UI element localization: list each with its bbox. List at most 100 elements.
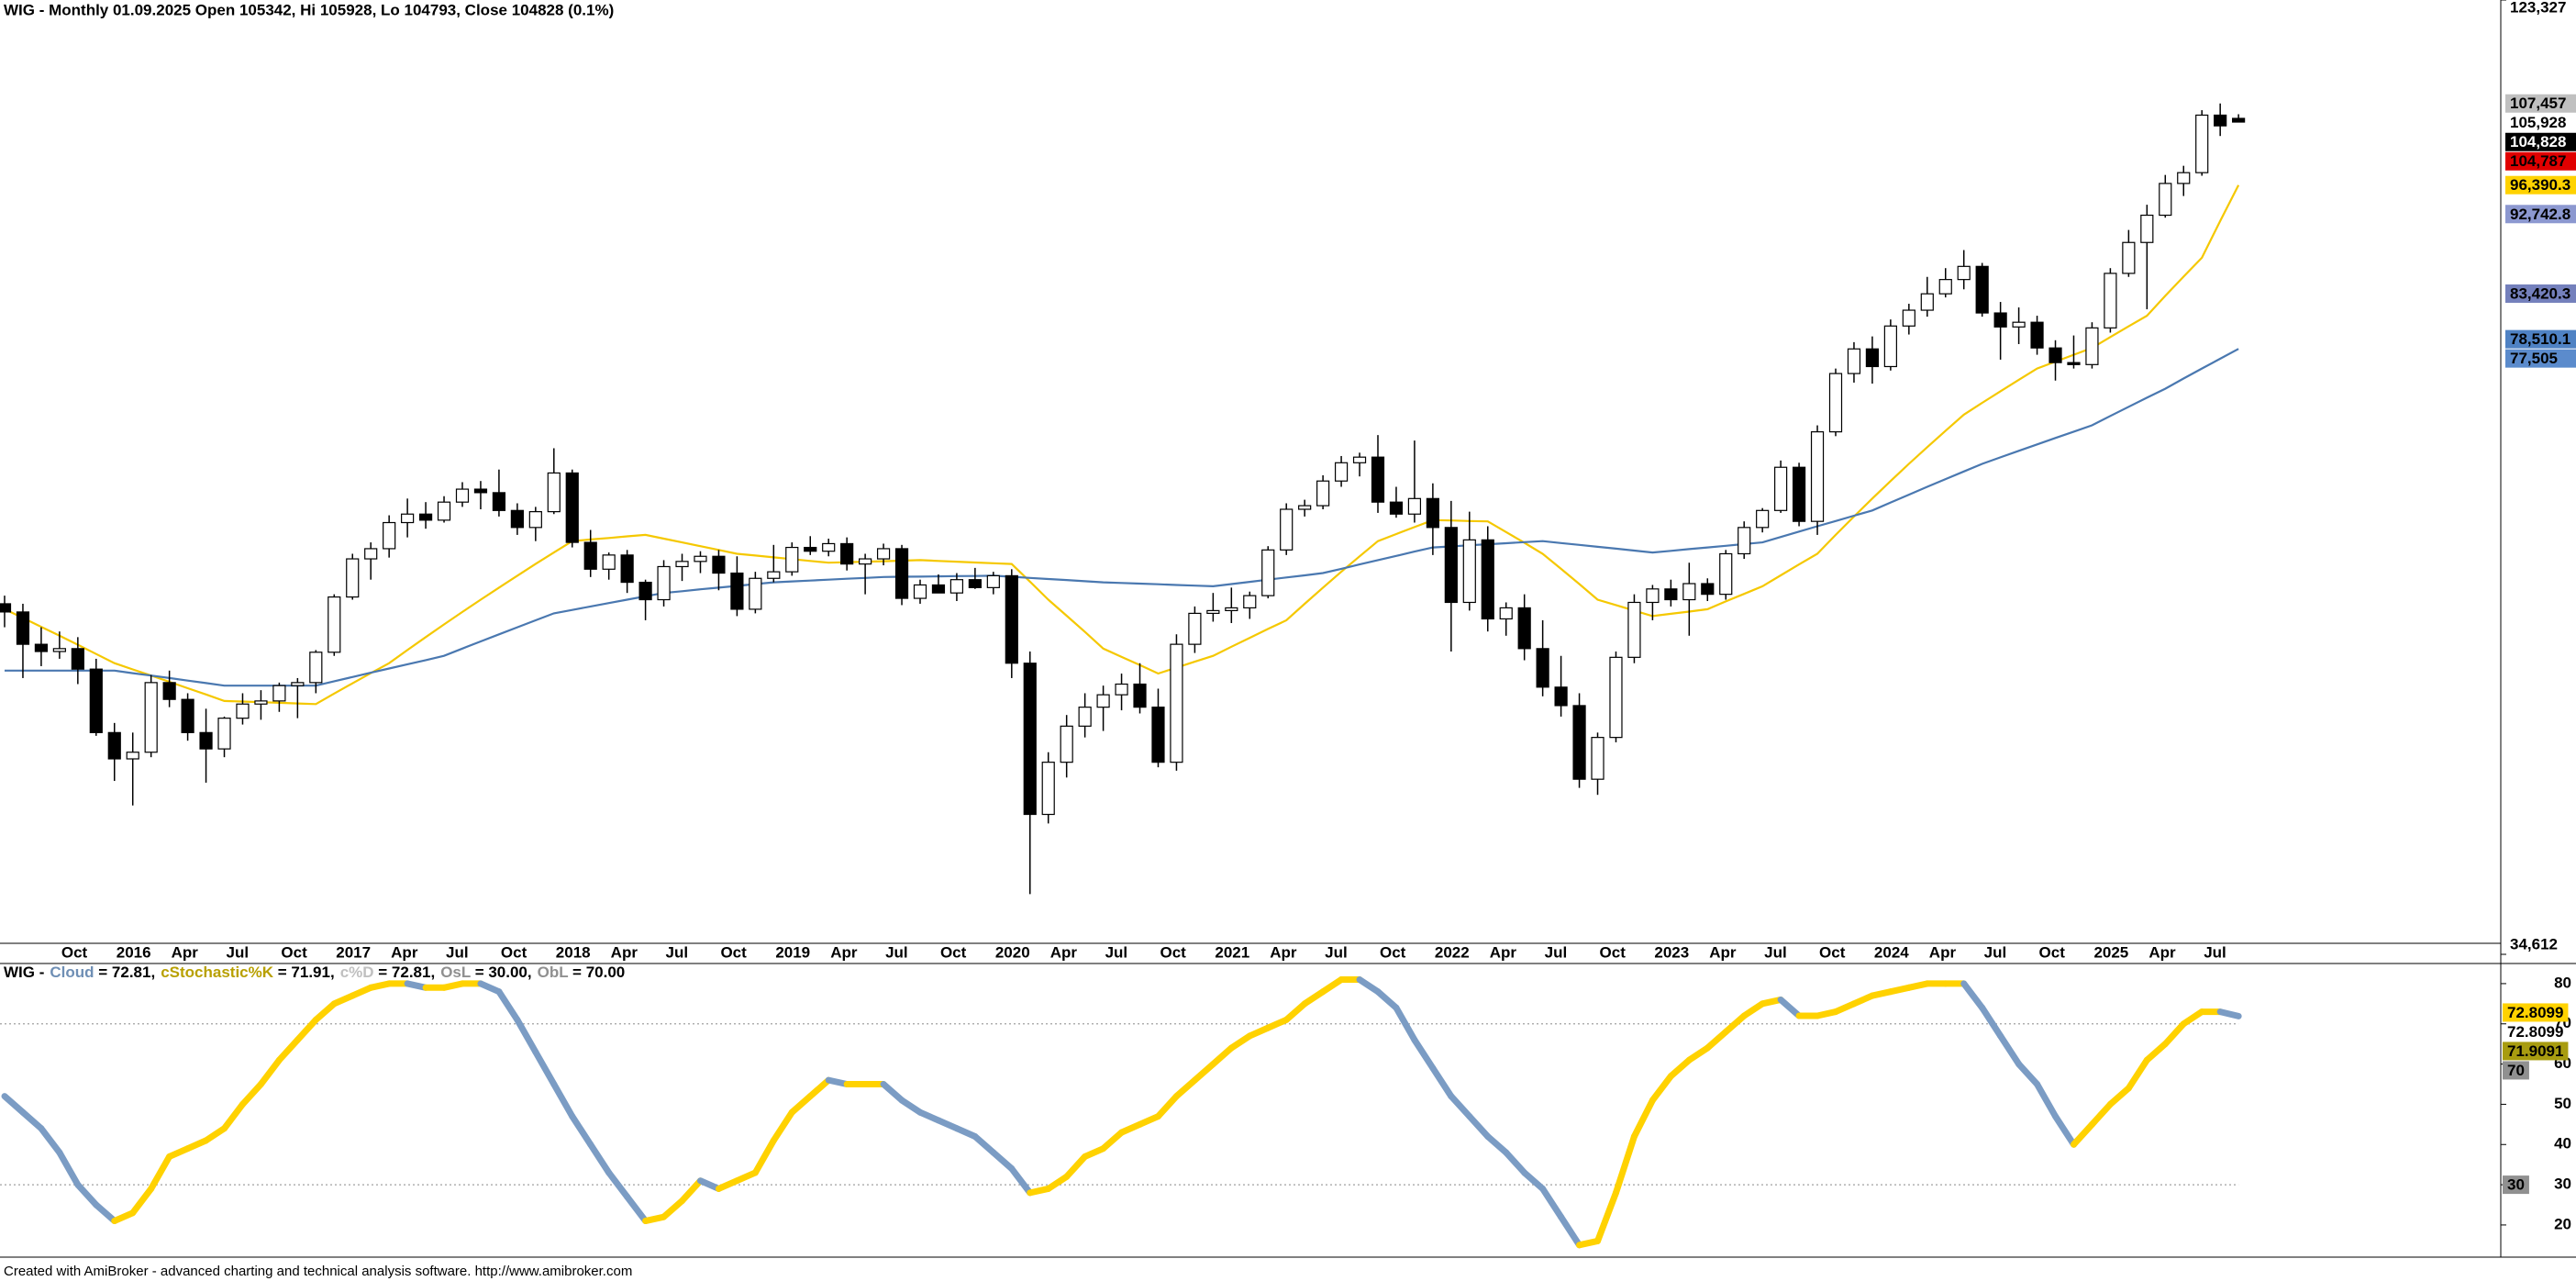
- candle-body: [1462, 539, 1476, 604]
- cloud-segment: [1704, 1029, 1729, 1052]
- candle-body: [272, 685, 286, 702]
- stochastic-layer: [0, 976, 2242, 1249]
- candle-body: [1902, 309, 1915, 327]
- candle-body: [1975, 265, 1989, 314]
- cloud-segment: [1850, 992, 1876, 1008]
- x-tick-label: Apr: [611, 943, 638, 961]
- cloud-segment: [1191, 1061, 1216, 1084]
- x-tick-label: Apr: [2149, 943, 2176, 961]
- cloud-segment: [1722, 1012, 1748, 1036]
- cloud-segment: [56, 1149, 82, 1188]
- candle-body: [1591, 737, 1604, 780]
- candle-body: [107, 731, 121, 760]
- cloud-segment: [1008, 1165, 1034, 1197]
- cloud-segment: [1832, 1000, 1858, 1016]
- candle-body: [236, 703, 250, 719]
- candle-body: [565, 472, 579, 543]
- x-tick-label: Jul: [1105, 943, 1128, 961]
- cloud-segment: [916, 1108, 942, 1124]
- candle-body: [1243, 595, 1257, 609]
- cloud-segment: [550, 1081, 576, 1120]
- cloud-segment: [2034, 1081, 2060, 1120]
- overlay-layer: [4, 184, 2240, 706]
- cloud-segment: [349, 984, 374, 999]
- legend-separator: =: [568, 964, 585, 981]
- candle-body: [510, 509, 524, 529]
- candle-body: [162, 682, 176, 700]
- candle-body: [1352, 456, 1367, 463]
- candle-body: [1170, 643, 1183, 763]
- candle-body: [1407, 497, 1422, 515]
- x-tick-label: 2018: [556, 943, 591, 961]
- candle-body: [2177, 172, 2191, 184]
- cloud-segment: [1612, 1132, 1638, 1197]
- candle-body: [1810, 430, 1825, 522]
- cloud-segment: [569, 1113, 594, 1148]
- cloud-segment: [935, 1117, 960, 1132]
- cloud-segment: [1740, 1000, 1766, 1019]
- candle-body: [1426, 497, 1439, 529]
- legend-value: 71.91: [291, 964, 330, 981]
- price-label: 104,828: [2510, 133, 2566, 150]
- candle-body: [437, 501, 451, 521]
- candle-body: [401, 513, 415, 524]
- indicator-label: 70: [2507, 1062, 2525, 1079]
- cloud-segment: [312, 1000, 338, 1023]
- cloud-segment: [1539, 1185, 1565, 1220]
- x-tick-label: Oct: [501, 943, 527, 961]
- legend-separator: ,: [330, 964, 335, 981]
- indicator-label-box: [2503, 1061, 2529, 1080]
- label-layer: Oct 2016 Apr Jul Oct 2017 Apr Jul Oct 2018 Apr Jul O…: [61, 0, 2576, 1232]
- candle-body: [1828, 373, 1843, 433]
- y-tick-label: 34,612: [2510, 935, 2558, 952]
- cloud-segment: [788, 1093, 814, 1116]
- chart-title: WIG - Monthly 01.09.2025 Open 105342, Hi…: [4, 1, 614, 18]
- cloud-segment: [166, 1145, 192, 1160]
- cloud-segment: [953, 1125, 979, 1140]
- cloud-segment: [1172, 1076, 1198, 1100]
- cloud-segment: [1429, 1064, 1455, 1100]
- cloud-segment: [239, 1081, 264, 1108]
- cloud-segment: [1356, 976, 1382, 996]
- x-tick-label: Apr: [1270, 943, 1297, 961]
- candle-body: [1298, 505, 1312, 510]
- cloud-segment: [275, 1036, 301, 1064]
- candle-body: [1701, 583, 1715, 596]
- cloud-segment: [587, 1141, 613, 1176]
- x-tick-label: 2020: [995, 943, 1030, 961]
- candle-body: [2104, 273, 2117, 329]
- x-tick-label: Jul: [1764, 943, 1787, 961]
- price-label-box: [2505, 94, 2576, 113]
- legend-value: 30.00: [488, 964, 527, 981]
- candle-body: [859, 558, 872, 565]
- cloud-segment: [2070, 1120, 2095, 1148]
- indicator-title-prefix: WIG -: [4, 964, 44, 981]
- indicator-label-box: [2503, 1003, 2569, 1022]
- cloud-segment: [661, 1197, 686, 1220]
- price-label: 105,928: [2510, 114, 2566, 131]
- cloud-segment: [1045, 1173, 1071, 1192]
- cloud-segment: [1282, 1000, 1308, 1023]
- candle-body: [528, 511, 542, 529]
- legend-name: ObL: [538, 964, 569, 981]
- cloud-segment: [1137, 1113, 1161, 1128]
- candle-body: [1682, 583, 1696, 601]
- candle-body: [822, 542, 836, 552]
- candle-body: [657, 565, 671, 601]
- price-label: 107,457: [2510, 95, 2566, 112]
- candle-body: [2067, 362, 2081, 365]
- price-label: 83,420.3: [2510, 284, 2570, 302]
- candle-body: [1774, 466, 1788, 511]
- y-tick-label: 40: [2554, 1135, 2571, 1153]
- legend-name: OsL: [440, 964, 471, 981]
- cloud-segment: [38, 1125, 63, 1156]
- candle-body: [1041, 762, 1055, 816]
- x-tick-label: Oct: [1819, 943, 1846, 961]
- x-tick-label: 2019: [775, 943, 810, 961]
- x-tick-label: 2017: [336, 943, 371, 961]
- candle-body: [1738, 527, 1751, 555]
- cloud-segment: [1100, 1129, 1126, 1153]
- cloud-segment: [751, 1137, 777, 1176]
- price-label: 104,787: [2510, 152, 2566, 170]
